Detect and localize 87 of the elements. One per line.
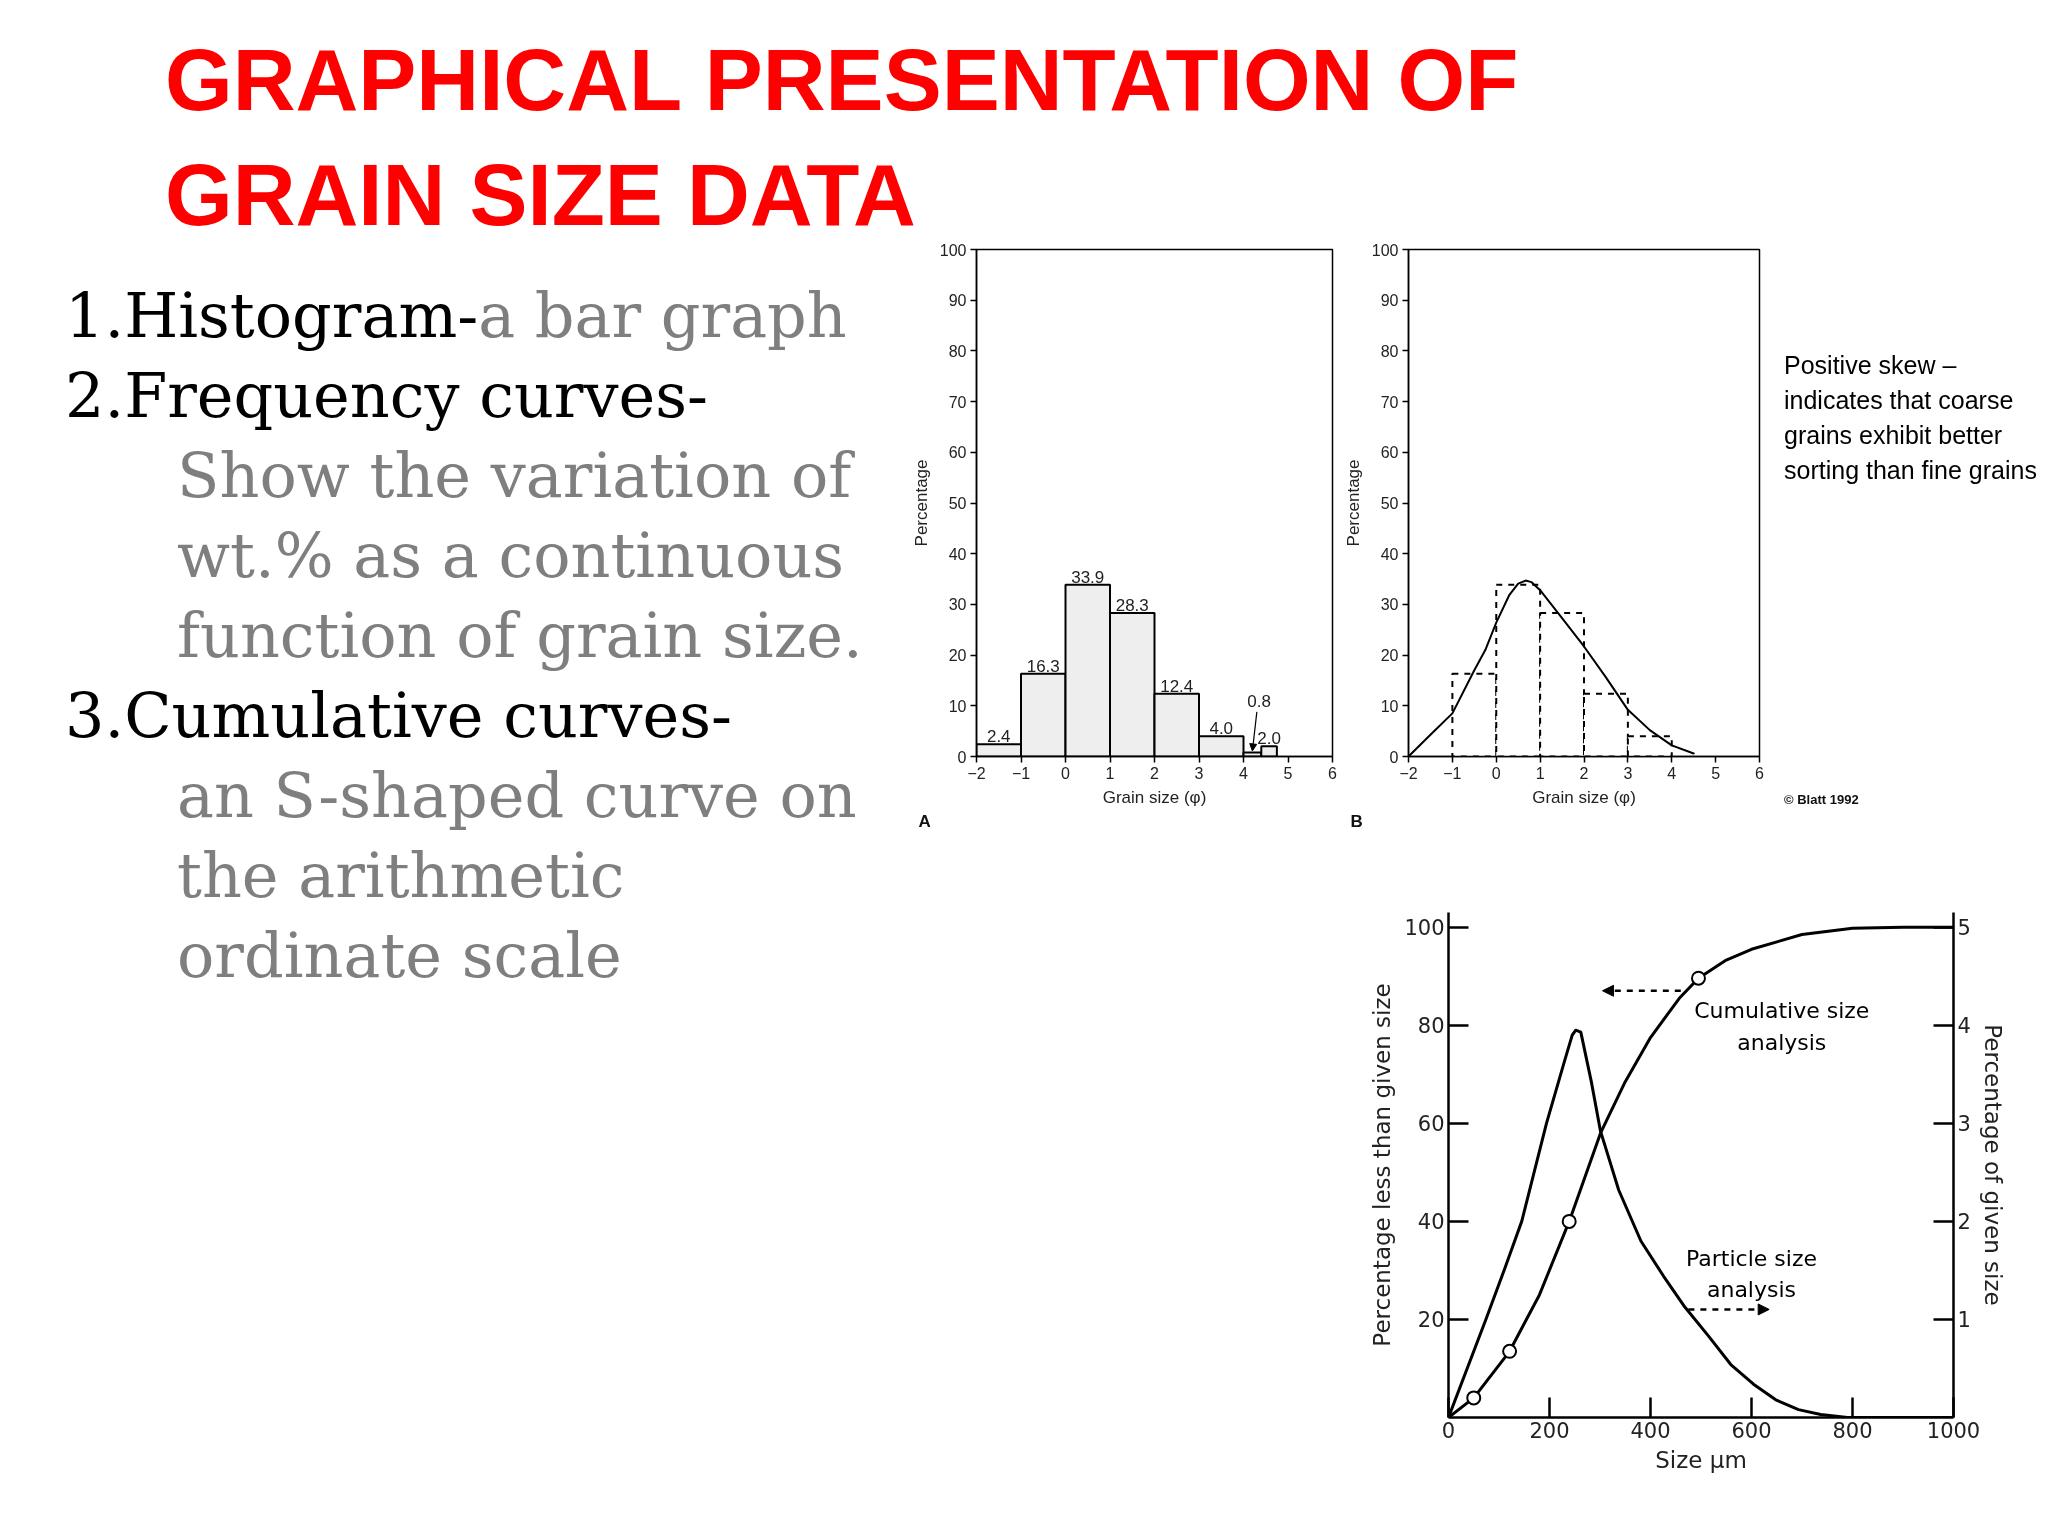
- y-tick-label: 40: [1417, 1210, 1445, 1235]
- y-axis-title: Percentage: [1343, 459, 1363, 547]
- text: A: [918, 811, 931, 831]
- y-tick-label: 10: [1380, 697, 1399, 715]
- y-tick-label: 90: [948, 292, 967, 310]
- text: a bar graph: [478, 279, 847, 352]
- y-tick-label: 50: [1380, 495, 1399, 512]
- x-tick-label: −1: [1443, 764, 1462, 782]
- y-tick-label: 0: [957, 748, 967, 766]
- x-axis-title: Grain size (φ): [1532, 787, 1636, 807]
- data-label: 16.3: [1026, 656, 1060, 676]
- x-tick-label: 0: [1491, 764, 1501, 782]
- text: B: [1350, 811, 1363, 831]
- y-tick-label: 40: [948, 545, 967, 563]
- y-tick-label: 100: [1404, 916, 1445, 941]
- y-tick-label: 80: [948, 342, 967, 360]
- text: an S-shaped curve on the arithmetic ordinate scale: [176, 758, 858, 994]
- y-tick-label: 60: [1380, 444, 1399, 462]
- text: Show the variation of wt.% as a continuous function of grain size.: [176, 438, 864, 674]
- y2-axis-title: Percentage of given size: [1979, 1024, 2006, 1306]
- y-tick-label: 40: [1380, 545, 1399, 563]
- y-tick-label: 70: [1380, 393, 1399, 411]
- x-tick-label: 5: [1711, 764, 1721, 782]
- point: [1561, 1213, 1577, 1229]
- x-tick-label: 6: [1755, 764, 1765, 782]
- x-tick-label: 800: [1832, 1418, 1873, 1443]
- x-tick-label: 2: [1579, 764, 1589, 782]
- y2-tick-label: 1: [1957, 1308, 1971, 1333]
- x-tick-label: −2: [1399, 764, 1418, 782]
- x-tick-label: 4: [1667, 764, 1677, 782]
- y2-tick-label: 2: [1957, 1210, 1971, 1235]
- text: 1.Histogram-: [65, 279, 479, 352]
- y-tick-label: 80: [1417, 1014, 1445, 1039]
- y-tick-label: 60: [1417, 1112, 1445, 1137]
- text: © Blatt 1992: [1784, 792, 1860, 808]
- x-tick-label: −2: [967, 764, 986, 782]
- point: [1502, 1343, 1518, 1359]
- y-tick-label: 20: [1380, 647, 1399, 665]
- x-tick-label: 3: [1194, 764, 1204, 782]
- y2-tick-label: 5: [1957, 916, 1971, 941]
- x-tick-label: 1: [1105, 764, 1115, 782]
- text: 2.Frequency curves-: [65, 359, 708, 432]
- x-tick-label: 1: [1535, 764, 1545, 782]
- text: 3.Cumulative curves-: [65, 679, 732, 752]
- data-label: 33.9: [1071, 567, 1105, 587]
- data-label: 12.4: [1160, 676, 1194, 696]
- x-tick-label: −1: [1011, 764, 1031, 782]
- x-tick-label: 200: [1529, 1418, 1570, 1443]
- x-tick-label: 6: [1328, 764, 1338, 782]
- y-tick-label: 90: [1380, 292, 1399, 310]
- y-tick-label: 0: [1389, 748, 1399, 766]
- data-label: 2.0: [1257, 729, 1281, 749]
- y-tick-label: 70: [948, 393, 967, 411]
- y-tick-label: 30: [1380, 596, 1399, 614]
- x-tick-label: 2: [1150, 764, 1160, 782]
- point: [1690, 970, 1706, 986]
- series-label: Particle size analysis: [1686, 1245, 1817, 1303]
- x-tick-label: 4: [1239, 764, 1249, 782]
- y2-tick-label: 4: [1957, 1014, 1971, 1039]
- y-tick-label: 20: [1417, 1308, 1445, 1333]
- x-tick-label: 3: [1623, 764, 1633, 782]
- y-tick-label: 30: [948, 596, 967, 614]
- x-tick-label: 1000: [1926, 1418, 1981, 1443]
- series-label: Cumulative size analysis: [1694, 998, 1870, 1055]
- y-tick-label: 50: [948, 495, 967, 512]
- y-tick-label: 80: [1380, 342, 1399, 360]
- y-tick-label: 10: [948, 697, 967, 715]
- y-tick-label: 20: [948, 647, 967, 665]
- data-label: 0.8: [1247, 692, 1271, 712]
- x-tick-label: 0: [1061, 764, 1071, 782]
- x-tick-label: 400: [1630, 1418, 1671, 1443]
- x-axis-title: Grain size (φ): [1102, 787, 1207, 807]
- y-tick-label: 100: [939, 241, 967, 259]
- y-axis-title: Percentage: [911, 459, 931, 547]
- point: [1466, 1390, 1482, 1406]
- x-tick-label: 600: [1731, 1418, 1772, 1443]
- data-label: 28.3: [1115, 596, 1149, 616]
- y-axis-title: Percentage less than given size: [1369, 983, 1396, 1347]
- y-tick-label: 60: [948, 444, 967, 462]
- x-axis-title: Size μm: [1655, 1446, 1747, 1473]
- text: GRAPHICAL PRESENTATION OF GRAIN SIZE DATA: [165, 31, 1519, 243]
- data-label: 4.0: [1209, 719, 1234, 739]
- y-tick-label: 100: [1371, 241, 1399, 259]
- text: Positive skew – indicates that coarse grains exhibit better sorting than fine grains: [1784, 350, 2037, 486]
- data-label: 2.4: [986, 727, 1011, 747]
- y2-tick-label: 3: [1957, 1112, 1971, 1137]
- x-tick-label: 5: [1283, 764, 1293, 782]
